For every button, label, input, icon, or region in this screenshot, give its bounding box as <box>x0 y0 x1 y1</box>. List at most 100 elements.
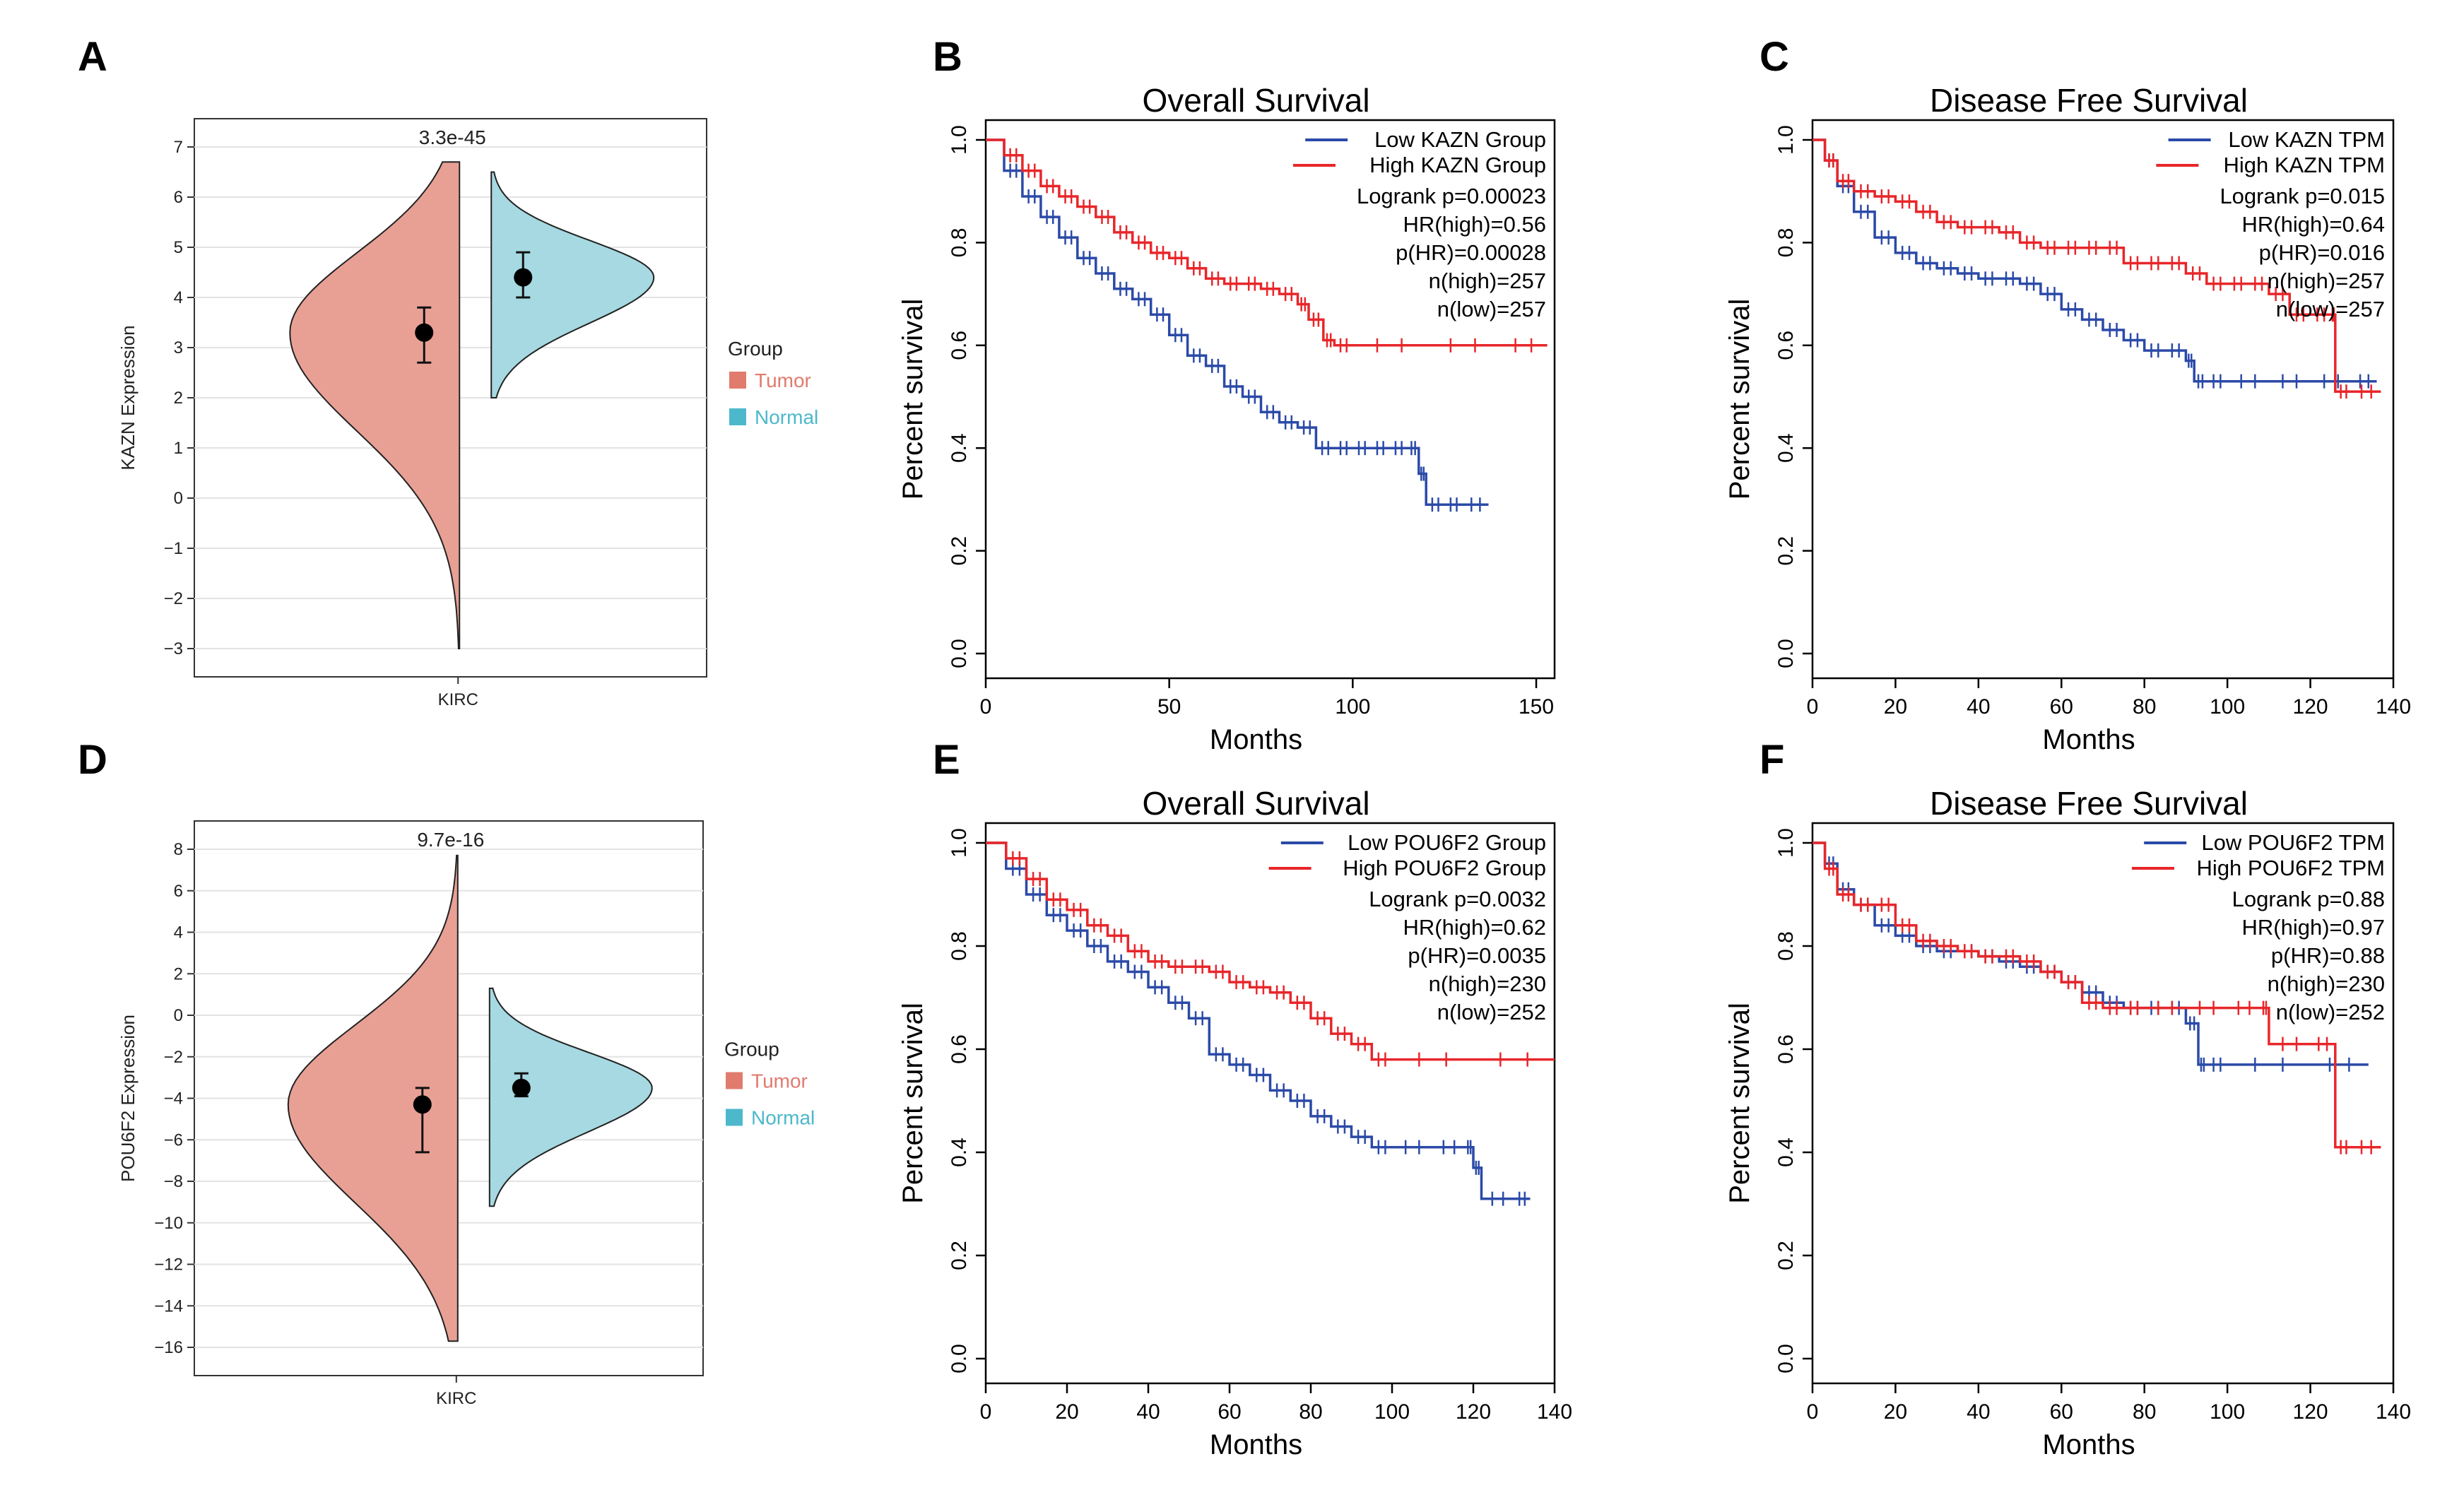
y-tick-label: 0.6 <box>948 331 971 360</box>
chart-title: Overall Survival <box>1142 82 1369 119</box>
x-tick-label: 40 <box>1967 695 1990 719</box>
legend-label-normal: Normal <box>755 406 818 428</box>
y-axis-label: KAZN Expression <box>117 325 138 470</box>
x-tick-label: 0 <box>980 1400 992 1424</box>
survival-curve-low <box>986 841 1531 1200</box>
x-tick-label: 80 <box>2133 695 2156 719</box>
stat-label: Logrank p=0.00023 <box>1357 184 1546 208</box>
violin-normal <box>488 987 653 1207</box>
legend-swatch-normal <box>729 408 746 425</box>
y-tick-label: 1.0 <box>948 125 971 155</box>
y-tick-label: 4 <box>174 288 183 307</box>
y-axis-label: Percent survival <box>1724 299 1755 500</box>
x-tick-label: 40 <box>1967 1400 1990 1424</box>
x-tick-label: KIRC <box>438 690 478 709</box>
violin-tumor <box>289 161 461 649</box>
y-axis-label: POU6F2 Expression <box>117 1015 138 1182</box>
x-tick-label: 20 <box>1884 695 1907 719</box>
km-panel-f: Disease Free Survival 0.0 0.2 0.4 0.6 0.8 1.0 0… <box>1724 785 2411 1460</box>
y-tick-label: 0.2 <box>1774 536 1798 566</box>
legend-label-low: Low KAZN Group <box>1374 127 1546 152</box>
legend-label-low: Low KAZN TPM <box>2228 127 2385 152</box>
legend-swatch-normal <box>726 1109 743 1126</box>
x-axis-label: Months <box>2042 1429 2135 1460</box>
stat-label: HR(high)=0.97 <box>2242 915 2385 940</box>
stat-label: p(HR)=0.00028 <box>1396 240 1546 265</box>
stat-label: p(HR)=0.016 <box>2259 240 2385 265</box>
y-tick-label: 0 <box>174 1006 183 1025</box>
legend-label-high: High POU6F2 Group <box>1343 856 1546 880</box>
y-tick-label: 1 <box>174 439 183 458</box>
legend-title: Group <box>724 1039 779 1060</box>
y-tick-label: 3 <box>174 338 183 357</box>
stat-label: n(high)=257 <box>1429 268 1546 293</box>
panel-label-a: A <box>78 34 107 80</box>
survival-curve-high <box>986 138 1548 347</box>
y-tick-label: 4 <box>174 923 183 942</box>
y-tick-label: −3 <box>164 639 183 658</box>
p-value-label: 9.7e-16 <box>417 829 484 851</box>
y-tick-label: 0.4 <box>1774 1137 1798 1167</box>
y-tick-label: −16 <box>154 1338 183 1357</box>
plot-frame <box>984 822 1556 1385</box>
x-tick-label: 60 <box>2050 1400 2073 1424</box>
stat-label: n(low)=252 <box>2276 1000 2385 1024</box>
chart-title: Overall Survival <box>1142 785 1369 822</box>
x-tick-label: 100 <box>2210 1400 2245 1424</box>
legend-swatch-tumor <box>729 372 746 389</box>
x-tick-label: 140 <box>1537 1400 1572 1424</box>
y-axis-label: Percent survival <box>1724 1003 1755 1204</box>
median-point-normal <box>514 268 533 287</box>
chart-title: Disease Free Survival <box>1930 785 2248 822</box>
y-tick-label: −12 <box>154 1255 183 1275</box>
legend-swatch-tumor <box>726 1072 743 1089</box>
x-tick-label: 120 <box>2293 695 2328 719</box>
chart-title: Disease Free Survival <box>1930 82 2248 119</box>
km-panel-b: Overall Survival 0.0 0.2 0.4 0.6 0.8 1.0 0 50 100… <box>897 82 1556 755</box>
x-axis-label: Months <box>1210 1429 1302 1460</box>
panel-label-c: C <box>1759 34 1789 80</box>
panel-label-e: E <box>933 737 960 783</box>
stat-label: HR(high)=0.62 <box>1403 915 1546 940</box>
x-tick-label: 120 <box>2293 1400 2328 1424</box>
y-tick-label: 0.2 <box>948 536 971 566</box>
y-tick-label: 8 <box>174 840 183 859</box>
legend-label-high: High KAZN TPM <box>2223 153 2385 177</box>
panel-label-d: D <box>78 737 107 783</box>
x-tick-label: 140 <box>2376 695 2411 719</box>
y-tick-label: 0.8 <box>948 931 971 961</box>
violin-panel-d: 8 6 4 2 0 −2 −4 −6 −8 −10 −12 −14 −16 POU6F2 Expressi… <box>117 820 815 1408</box>
survival-curve-low <box>986 138 1489 506</box>
plot-frame <box>984 119 1556 680</box>
legend-title: Group <box>728 338 783 360</box>
y-tick-label: 1.0 <box>1774 828 1798 858</box>
stat-label: HR(high)=0.56 <box>1403 212 1546 237</box>
y-axis-label: Percent survival <box>897 1003 929 1204</box>
y-tick-label: 0.8 <box>1774 931 1798 961</box>
y-tick-label: 0.6 <box>1774 1034 1798 1064</box>
x-tick-label: 100 <box>2210 695 2245 719</box>
y-tick-label: 5 <box>174 238 183 257</box>
y-tick-label: 0.0 <box>1774 1344 1798 1373</box>
x-tick-label: 0 <box>980 695 992 719</box>
stat-label: n(high)=257 <box>2268 268 2385 293</box>
y-tick-label: 0.0 <box>948 1344 971 1373</box>
plot-frame <box>1811 119 2395 680</box>
x-tick-label: 100 <box>1374 1400 1410 1424</box>
panel-label-f: F <box>1759 737 1784 783</box>
violin-normal <box>490 171 655 398</box>
legend-label-tumor: Tumor <box>751 1070 808 1092</box>
y-tick-label: 0.2 <box>948 1241 971 1270</box>
x-axis-label: Months <box>2042 724 2135 755</box>
stat-label: Logrank p=0.015 <box>2220 184 2385 208</box>
y-tick-label: 0.6 <box>948 1034 971 1064</box>
legend-label-tumor: Tumor <box>755 370 811 391</box>
y-tick-label: 0.4 <box>948 1137 971 1167</box>
x-tick-label: 60 <box>1218 1400 1241 1424</box>
legend-label-low: Low POU6F2 TPM <box>2201 830 2385 855</box>
median-point-normal <box>512 1078 531 1097</box>
y-tick-label: −10 <box>154 1214 183 1233</box>
km-panel-c: Disease Free Survival 0.0 0.2 0.4 0.6 0.8 1.0 0… <box>1724 82 2411 755</box>
y-tick-label: 1.0 <box>948 828 971 858</box>
x-axis-label: Months <box>1210 724 1302 755</box>
